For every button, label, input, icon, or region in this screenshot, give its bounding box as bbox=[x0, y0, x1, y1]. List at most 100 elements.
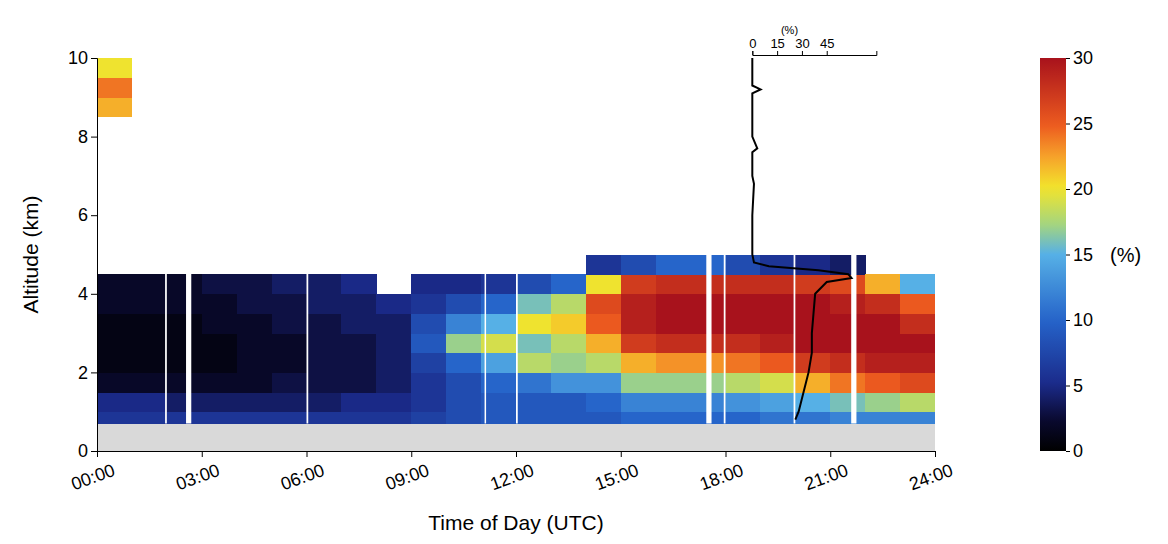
profile-tick-label: 15 bbox=[770, 36, 784, 51]
colorbar-tick-label: 20 bbox=[1073, 179, 1093, 199]
data-gap bbox=[724, 58, 726, 423]
colorbar-tick: 30 bbox=[1066, 48, 1093, 68]
cell bbox=[237, 333, 272, 353]
cell bbox=[726, 294, 761, 314]
cell bbox=[656, 412, 691, 424]
cell bbox=[656, 372, 691, 392]
cell bbox=[516, 372, 551, 392]
cell bbox=[341, 333, 376, 353]
colorbar-tick: 25 bbox=[1066, 114, 1093, 134]
cell bbox=[446, 353, 481, 373]
colorbar-tick-mark bbox=[1066, 255, 1070, 256]
cell bbox=[551, 412, 586, 424]
cell bbox=[516, 274, 551, 294]
x-tick: 21:00 bbox=[802, 451, 851, 494]
cell bbox=[237, 294, 272, 314]
data-gap bbox=[516, 58, 518, 423]
x-tick: 15:00 bbox=[592, 451, 641, 494]
cell bbox=[900, 294, 935, 314]
cell bbox=[865, 274, 900, 294]
cell bbox=[621, 313, 656, 333]
cell bbox=[621, 255, 656, 275]
cell bbox=[167, 392, 202, 412]
y-tick-mark bbox=[91, 137, 97, 138]
cell bbox=[900, 274, 935, 294]
cell bbox=[516, 313, 551, 333]
profile-tick: 0 bbox=[749, 36, 756, 55]
cell bbox=[830, 274, 865, 294]
x-tick-label: 18:00 bbox=[697, 460, 746, 494]
cell bbox=[202, 372, 237, 392]
cell bbox=[621, 294, 656, 314]
profile-line bbox=[752, 58, 851, 420]
cell bbox=[726, 313, 761, 333]
y-tick-mark bbox=[91, 294, 97, 295]
cell bbox=[272, 333, 307, 353]
profile-tick-label: 0 bbox=[749, 36, 756, 51]
cell bbox=[656, 353, 691, 373]
cell bbox=[865, 333, 900, 353]
cell bbox=[830, 412, 865, 424]
profile-tick: 15 bbox=[770, 36, 784, 55]
cell bbox=[586, 294, 621, 314]
cell bbox=[341, 353, 376, 373]
colorbar-title: (%) bbox=[1110, 244, 1141, 266]
cell bbox=[795, 353, 830, 373]
cell bbox=[376, 372, 411, 392]
y-tick-label: 2 bbox=[78, 363, 88, 383]
y-tick: 8 bbox=[78, 127, 97, 147]
cell bbox=[97, 58, 132, 78]
colorbar-tick: 5 bbox=[1066, 376, 1083, 396]
cell bbox=[167, 333, 202, 353]
cell bbox=[551, 372, 586, 392]
x-tick-mark bbox=[516, 451, 517, 457]
cell bbox=[97, 392, 132, 412]
cell bbox=[307, 333, 342, 353]
cell bbox=[376, 412, 411, 424]
x-tick: 24:00 bbox=[906, 451, 955, 494]
data-gap bbox=[186, 58, 191, 423]
cell bbox=[341, 294, 376, 314]
cell bbox=[586, 333, 621, 353]
cell bbox=[516, 333, 551, 353]
cell bbox=[900, 372, 935, 392]
cell bbox=[237, 313, 272, 333]
cell bbox=[865, 353, 900, 373]
x-tick-label: 24:00 bbox=[906, 460, 955, 494]
cell bbox=[132, 274, 167, 294]
cell bbox=[376, 353, 411, 373]
cell bbox=[132, 294, 167, 314]
cell bbox=[237, 392, 272, 412]
cell bbox=[551, 313, 586, 333]
profile-axis-title: (%) bbox=[781, 24, 798, 36]
cell bbox=[272, 313, 307, 333]
cell bbox=[656, 274, 691, 294]
cell bbox=[167, 372, 202, 392]
colorbar: 051015202530 bbox=[1040, 48, 1093, 461]
x-axis: 00:0003:0006:0009:0012:0015:0018:0021:00… bbox=[68, 451, 955, 494]
cell bbox=[97, 78, 132, 98]
cell bbox=[865, 392, 900, 412]
cell bbox=[307, 392, 342, 412]
cell bbox=[272, 412, 307, 424]
y-tick-label: 6 bbox=[78, 205, 88, 225]
plot: 00:0003:0006:0009:0012:0015:0018:0021:00… bbox=[68, 24, 956, 494]
profile-tick-label: 45 bbox=[820, 36, 834, 51]
cell bbox=[167, 313, 202, 333]
cell bbox=[551, 353, 586, 373]
colorbar-axis: 051015202530 bbox=[1066, 48, 1093, 461]
cell bbox=[621, 274, 656, 294]
cell bbox=[865, 313, 900, 333]
cell bbox=[795, 333, 830, 353]
x-tick-label: 09:00 bbox=[383, 460, 432, 494]
profile-tick-mark bbox=[752, 51, 753, 55]
cell bbox=[167, 274, 202, 294]
cell bbox=[621, 353, 656, 373]
cell bbox=[830, 333, 865, 353]
x-axis-line bbox=[98, 452, 936, 458]
cell bbox=[586, 372, 621, 392]
cell bbox=[411, 372, 446, 392]
cells bbox=[97, 58, 935, 424]
cell bbox=[411, 412, 446, 424]
cell bbox=[516, 353, 551, 373]
